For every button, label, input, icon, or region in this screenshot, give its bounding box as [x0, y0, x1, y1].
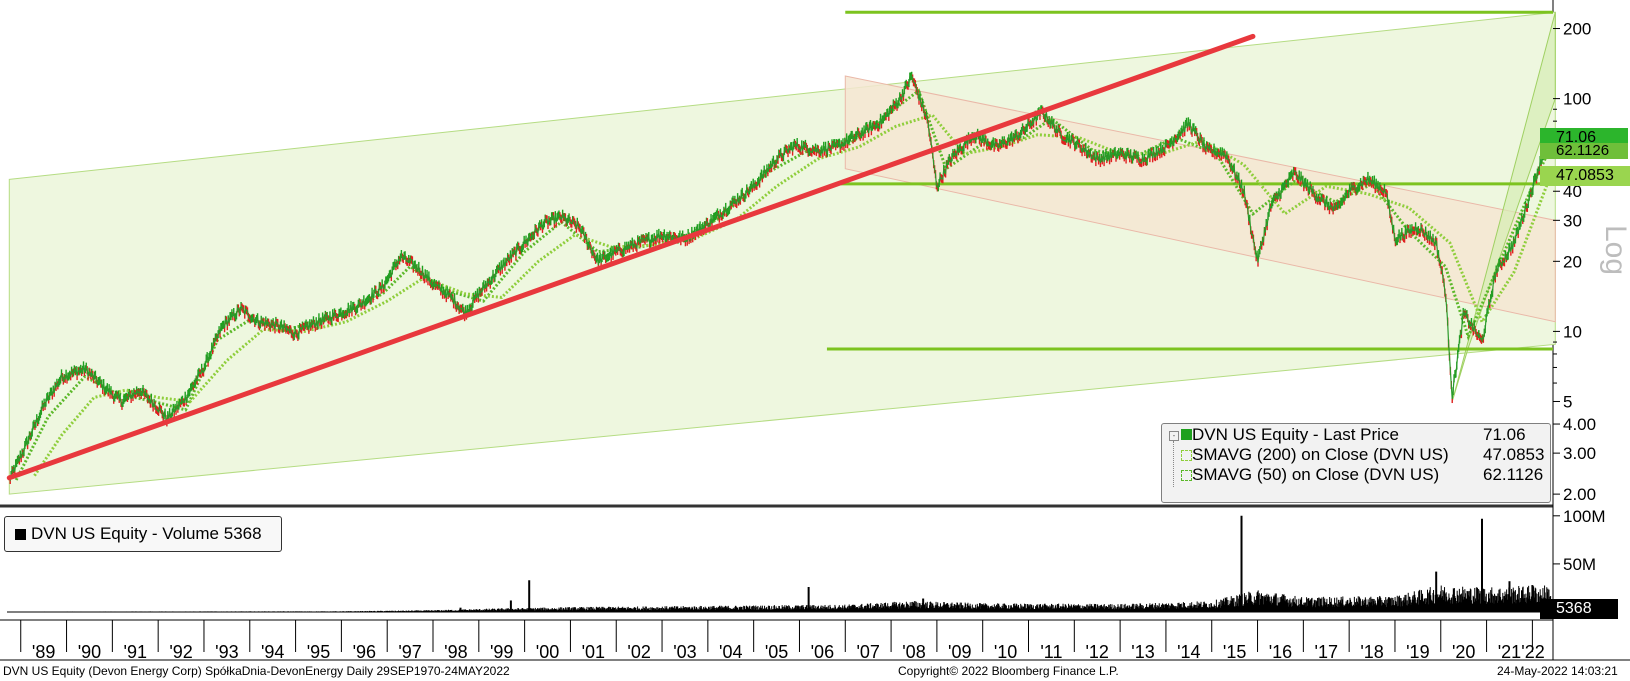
x-tick-label-24: '13 [1131, 642, 1154, 662]
x-tick-label-4: '93 [215, 642, 238, 662]
x-tick-label-32: '21 [1498, 642, 1521, 662]
x-tick-label-18: '07 [856, 642, 879, 662]
x-tick-label-33: '22 [1521, 642, 1544, 662]
x-tick-label-6: '95 [307, 642, 330, 662]
log-scale-label: Log [1599, 225, 1630, 275]
sma200-line [33, 113, 1553, 477]
x-tick-label-19: '08 [902, 642, 925, 662]
legend-tree-icon: - [1169, 431, 1179, 441]
y-tick-label-7: 40 [1563, 182, 1582, 201]
x-tick-label-1: '90 [78, 642, 101, 662]
y-tick-label-9: 200 [1563, 20, 1591, 39]
x-tick-label-11: '00 [536, 642, 559, 662]
sma50-swatch [1181, 470, 1192, 481]
x-tick-label-31: '20 [1452, 642, 1475, 662]
y-tick-label-3: 5 [1563, 392, 1572, 411]
sma50-tag-text: 62.1126 [1556, 142, 1610, 159]
footer-right: 24-May-2022 14:03:21 [1497, 664, 1618, 678]
sma200-tag-text: 47.0853 [1556, 167, 1614, 184]
outer-channel [8, 11, 1556, 495]
x-tick-label-13: '02 [627, 642, 650, 662]
footer-center: Copyright© 2022 Bloomberg Finance L.P. [898, 664, 1119, 678]
legend-value-sma50: 62.1126 [1483, 465, 1544, 484]
legend-value-last-price: 71.06 [1483, 425, 1526, 444]
x-tick-label-28: '17 [1315, 642, 1338, 662]
legend-label-last-price: DVN US Equity - Last Price [1192, 425, 1399, 444]
last-price-line [8, 74, 1551, 482]
y-tick-label-6: 30 [1563, 211, 1582, 230]
y-tick-label-8: 100 [1563, 90, 1591, 109]
legend-label-sma200: SMAVG (200) on Close (DVN US) [1192, 445, 1449, 464]
legend-row-sma50[interactable]: SMAVG (50) on Close (DVN US) 62.1126 [1192, 465, 1543, 485]
volume-swatch [15, 529, 26, 540]
x-tick-label-22: '11 [1040, 642, 1062, 662]
x-tick-label-27: '16 [1269, 642, 1292, 662]
x-tick-label-8: '97 [398, 642, 421, 662]
y-tick-label-2: 4.00 [1563, 415, 1596, 434]
x-tick-label-12: '01 [582, 642, 605, 662]
x-tick-label-20: '09 [948, 642, 971, 662]
x-tick-label-29: '18 [1360, 642, 1383, 662]
last-price-swatch [1181, 429, 1192, 440]
legend-row-sma200[interactable]: SMAVG (200) on Close (DVN US) 47.0853 [1192, 445, 1544, 465]
y-tick-label-0: 2.00 [1563, 485, 1596, 504]
volume-bars [8, 515, 1552, 612]
x-tick-label-23: '12 [1085, 642, 1108, 662]
x-tick-label-15: '04 [719, 642, 742, 662]
red-trendline [6, 33, 1256, 481]
last-price-tag-text: 71.06 [1556, 129, 1597, 146]
y-tick-label-4: 10 [1563, 322, 1582, 341]
volume-last-tag-text: 5368 [1556, 600, 1592, 617]
price-legend[interactable]: - DVN US Equity - Last Price 71.06 SMAVG… [1161, 423, 1551, 503]
footer-left-text: DVN US Equity (Devon Energy Corp) Spółka… [3, 664, 510, 678]
legend-row-last-price[interactable]: DVN US Equity - Last Price 71.06 [1192, 425, 1526, 445]
legend-value-sma200: 47.0853 [1483, 445, 1545, 464]
volume-last-tag: 5368 [1540, 599, 1618, 619]
volume-y-tick-label-1: 50M [1563, 555, 1596, 574]
sma200-swatch [1181, 450, 1192, 461]
x-tick-label-21: '10 [994, 642, 1017, 662]
sma50-tag: 62.1126 [1540, 143, 1628, 159]
legend-tree-line [1173, 441, 1175, 487]
y-tick-label-5: 20 [1563, 252, 1582, 271]
x-tick-label-9: '98 [444, 642, 467, 662]
x-tick-label-16: '05 [765, 642, 788, 662]
sma200-tag: 47.0853 [1540, 166, 1630, 186]
footer-center-text: Copyright© 2022 Bloomberg Finance L.P. [898, 664, 1119, 678]
footer-left: DVN US Equity (Devon Energy Corp) Spółka… [3, 664, 510, 678]
x-tick-label-0: '89 [32, 642, 55, 662]
x-tick-label-14: '03 [673, 642, 696, 662]
footer-right-text: 24-May-2022 14:03:21 [1497, 664, 1618, 678]
volume-y-tick-label-0: 100M [1563, 507, 1606, 526]
x-tick-label-30: '19 [1406, 642, 1429, 662]
x-tick-label-5: '94 [261, 642, 284, 662]
x-tick-label-26: '15 [1223, 642, 1246, 662]
volume-legend[interactable]: DVN US Equity - Volume 5368 [4, 516, 282, 552]
x-tick-label-2: '91 [124, 642, 147, 662]
x-tick-label-10: '99 [490, 642, 513, 662]
legend-label-sma50: SMAVG (50) on Close (DVN US) [1192, 465, 1440, 484]
x-tick-label-7: '96 [353, 642, 376, 662]
volume-legend-label: DVN US Equity - Volume 5368 [31, 524, 262, 543]
x-tick-label-3: '92 [169, 642, 192, 662]
y-tick-label-1: 3.00 [1563, 444, 1596, 463]
x-tick-label-17: '06 [811, 642, 834, 662]
x-tick-label-25: '14 [1177, 642, 1200, 662]
